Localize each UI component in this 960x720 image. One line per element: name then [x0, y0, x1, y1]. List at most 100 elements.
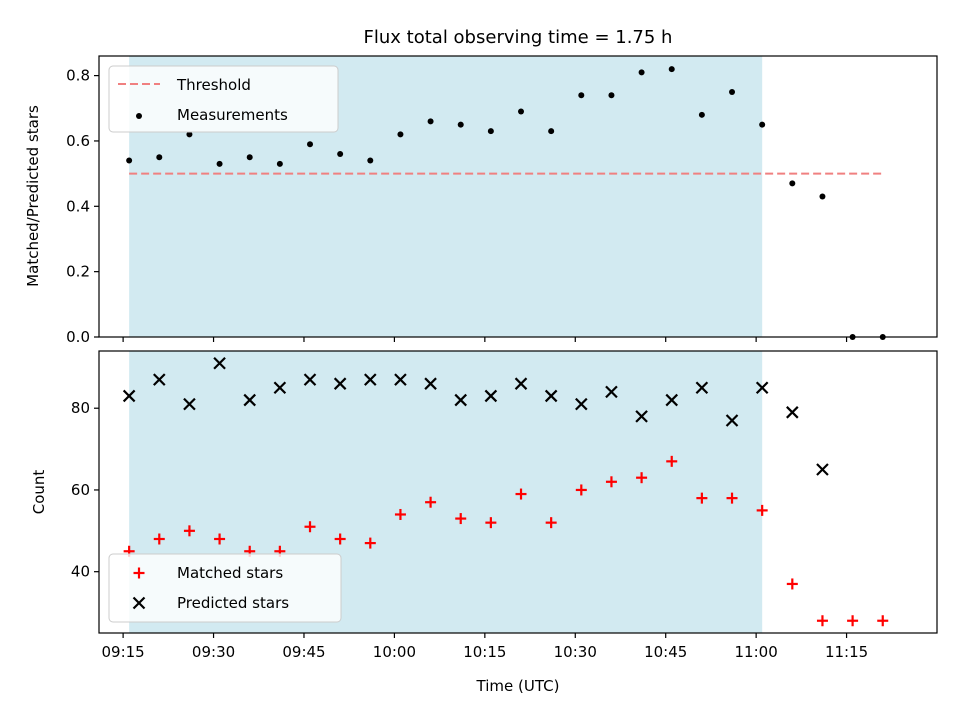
- predicted-stars-point: [213, 356, 226, 370]
- y-tick-label: 60: [71, 481, 90, 499]
- matched-stars-point: [575, 484, 587, 496]
- legend-box: [108, 553, 342, 623]
- measurement-point: [548, 128, 555, 135]
- predicted-stars-point: [153, 373, 166, 386]
- matched-stars-point: [425, 496, 437, 508]
- chart-title: Flux total observing time = 1.75 h: [364, 27, 673, 48]
- measurement-point: [276, 160, 283, 167]
- predicted-stars-point: [755, 381, 769, 395]
- measurement-point: [397, 131, 404, 138]
- matched-stars-point: [334, 533, 346, 545]
- predicted-stars-point: [424, 377, 437, 390]
- matched-stars-point: [877, 615, 889, 627]
- legend-measurements-swatch: [136, 113, 142, 119]
- predicted-stars-point: [364, 373, 377, 386]
- predicted-stars-point: [695, 381, 709, 395]
- predicted-stars-point: [394, 373, 407, 386]
- predicted-stars-point: [514, 377, 528, 390]
- measurement-point: [608, 92, 615, 99]
- measurement-point: [126, 157, 133, 164]
- predicted-stars-point: [635, 410, 648, 423]
- y-tick-label: 0.4: [66, 197, 90, 215]
- measurement-point: [759, 121, 766, 128]
- x-axis-label: Time (UTC): [476, 677, 560, 695]
- measurement-point: [487, 128, 494, 135]
- predicted-stars-point: [665, 393, 679, 407]
- measurement-point: [337, 151, 344, 158]
- predicted-stars-point: [303, 373, 317, 386]
- matched-stars-point: [816, 615, 828, 627]
- measurement-point: [789, 180, 796, 187]
- y-tick-label: 0.6: [66, 132, 90, 150]
- predicted-stars-point: [333, 377, 347, 390]
- predicted-stars-point: [183, 397, 196, 411]
- matched-stars-point: [847, 615, 859, 627]
- y-tick-label: 0.0: [66, 328, 90, 346]
- matched-stars-point: [214, 533, 226, 545]
- x-tick-label: 10:00: [373, 643, 416, 661]
- bottom-y-axis-label: Count: [30, 470, 48, 515]
- measurement-point: [518, 108, 525, 115]
- legend-threshold-label: Threshold: [176, 76, 251, 94]
- measurement-point: [156, 154, 163, 161]
- top-legend: Threshold Measurements: [108, 65, 339, 133]
- legend-box: [108, 65, 339, 133]
- predicted-stars-point: [122, 389, 136, 403]
- matched-stars-point: [515, 488, 527, 500]
- top-axes-frame: [98, 55, 938, 338]
- y-tick-label: 40: [71, 563, 90, 581]
- matched-stars-point: [485, 517, 497, 529]
- matched-stars-point: [183, 525, 195, 537]
- bottom-legend: Matched stars Predicted stars: [108, 553, 342, 623]
- predicted-stars-point: [544, 389, 558, 403]
- matched-stars-point: [455, 513, 467, 525]
- matched-stars-point: [786, 578, 798, 590]
- predicted-stars-point: [725, 414, 739, 427]
- measurement-point: [729, 88, 736, 95]
- measurement-point: [457, 121, 464, 128]
- x-tick-label: 10:30: [554, 643, 597, 661]
- bottom-panel: 40 60 80 09:15 09:30 09:45 10:00 10:15 10:30 10:4…: [71, 350, 938, 661]
- measurement-point: [668, 66, 675, 73]
- predicted-stars-point: [273, 381, 287, 395]
- x-tick-label: 11:15: [825, 643, 868, 661]
- predicted-stars-point: [575, 397, 588, 411]
- matched-stars-point: [666, 455, 678, 467]
- bottom-axes-frame: [98, 350, 938, 634]
- x-tick-label: 10:45: [644, 643, 687, 661]
- matched-stars-point: [364, 537, 376, 549]
- legend-measurements-label: Measurements: [177, 106, 288, 124]
- matched-stars-point: [636, 472, 648, 484]
- predicted-stars-point: [484, 389, 498, 403]
- legend-predicted-label: Predicted stars: [177, 594, 289, 612]
- measurement-point: [216, 160, 223, 167]
- matched-stars-point: [756, 504, 768, 516]
- x-tick-label: 09:15: [101, 643, 144, 661]
- predicted-stars-point: [243, 393, 256, 407]
- top-panel: 0.0 0.2 0.4 0.6 0.8 Threshold Measurements: [66, 55, 938, 346]
- predicted-stars-point: [816, 463, 829, 476]
- measurement-point: [246, 154, 253, 161]
- measurement-point: [186, 131, 193, 138]
- x-tick-label: 10:15: [463, 643, 506, 661]
- x-tick-label: 09:45: [282, 643, 325, 661]
- measurement-point: [367, 157, 374, 164]
- y-tick-label: 0.2: [66, 263, 90, 281]
- y-tick-label: 80: [71, 399, 90, 417]
- predicted-stars-point: [786, 406, 799, 419]
- measurement-point: [307, 141, 314, 148]
- measurement-point: [578, 92, 585, 99]
- x-tick-label: 09:30: [192, 643, 235, 661]
- matched-stars-point: [545, 517, 557, 529]
- measurement-point: [698, 111, 705, 118]
- matched-stars-point: [696, 492, 708, 504]
- matched-stars-point: [605, 476, 617, 488]
- x-tick-label: 11:00: [735, 643, 778, 661]
- legend-matched-label: Matched stars: [177, 564, 283, 582]
- matched-stars-point: [726, 492, 738, 504]
- matched-stars-point: [394, 508, 406, 520]
- matched-stars-point: [304, 521, 316, 533]
- matched-stars-point: [153, 533, 165, 545]
- predicted-stars-point: [605, 385, 618, 399]
